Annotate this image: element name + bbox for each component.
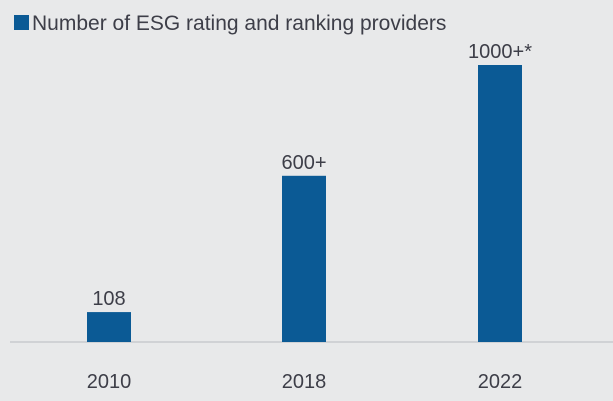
data-label-2010: 108 [92, 288, 125, 310]
legend-label: Number of ESG rating and ranking provide… [32, 12, 447, 35]
x-tick-label-2018: 2018 [282, 371, 327, 393]
legend: Number of ESG rating and ranking provide… [14, 12, 446, 36]
bar-2022 [478, 65, 522, 342]
x-tick-label-2010: 2010 [87, 371, 132, 393]
legend-swatch [14, 14, 29, 30]
bar-2018 [282, 175, 326, 342]
bar-2010 [87, 312, 131, 342]
data-label-2022: 1000+* [468, 41, 532, 63]
x-tick-label-2022: 2022 [478, 371, 523, 393]
data-label-2018: 600+ [281, 152, 326, 174]
